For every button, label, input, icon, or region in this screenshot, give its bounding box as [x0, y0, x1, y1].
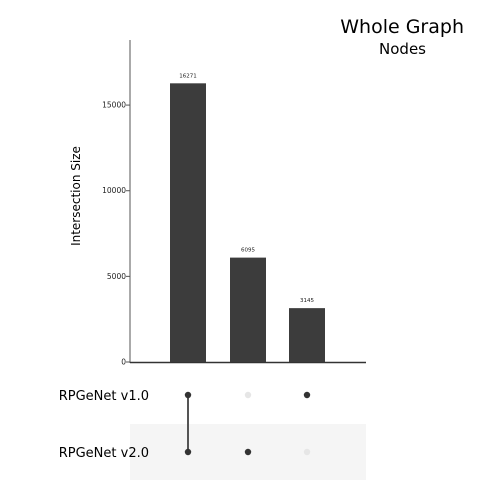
matrix-dot-0-1 [184, 448, 192, 456]
set-label-0: RPGeNet v1.0 [59, 389, 149, 404]
bars-layer: 0 5000 10000 15000 Intersection Size 16271 609… [69, 40, 366, 367]
y-tick-label: 15000 [102, 101, 126, 110]
matrix-dot-2-1 [303, 448, 311, 456]
bar-0 [170, 83, 206, 362]
y-tick-label: 10000 [102, 186, 126, 195]
matrix-dot-2-0 [303, 391, 311, 399]
y-axis-label: Intersection Size [69, 146, 83, 246]
matrix-layer: RPGeNet v1.0 RPGeNet v2.0 [59, 389, 366, 480]
bar-data-label-1: 6095 [241, 248, 255, 254]
chart-title: Whole Graph [340, 16, 464, 38]
matrix-dot-1-1 [244, 448, 252, 456]
bar-2 [289, 308, 325, 362]
set-label-1: RPGeNet v2.0 [59, 446, 149, 461]
matrix-dot-0-0 [184, 391, 192, 399]
matrix-dot-1-0 [244, 391, 252, 399]
y-tick-label: 5000 [107, 272, 126, 281]
bar-1 [230, 257, 266, 362]
chart-subtitle: Nodes [379, 40, 426, 58]
y-tick-label: 0 [121, 358, 126, 367]
bar-data-label-2: 3145 [300, 298, 314, 304]
bar-data-label-0: 16271 [179, 73, 197, 79]
